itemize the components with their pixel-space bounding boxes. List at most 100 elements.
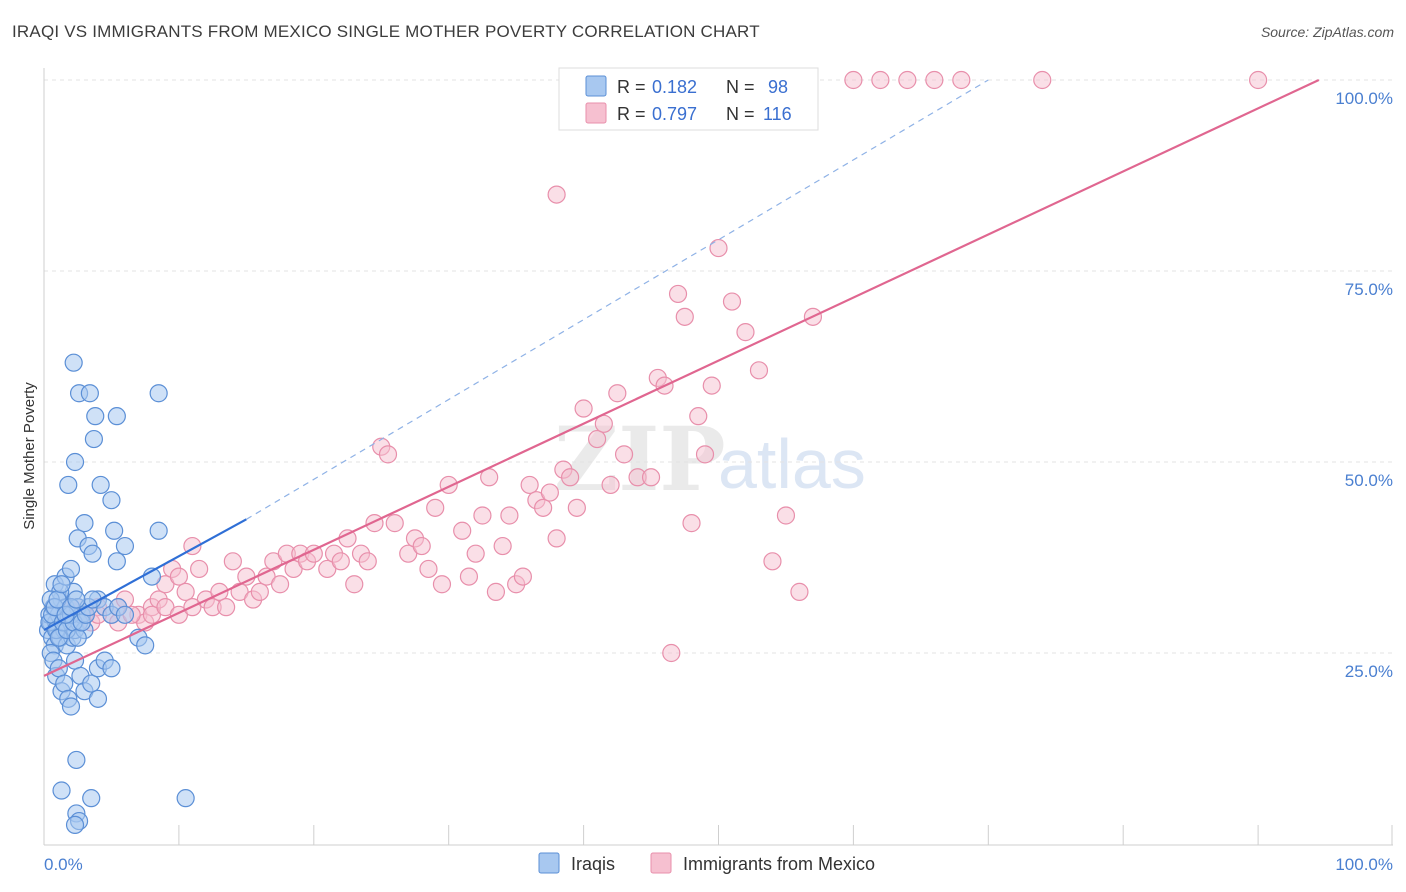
- iraqis-point-44: [83, 544, 102, 563]
- mexico-point-91: [722, 292, 742, 311]
- iraqis-point-52: [84, 429, 104, 449]
- mexico-point-108: [1248, 70, 1268, 90]
- iraqis-point-55: [102, 491, 121, 510]
- iraqis-point-76: [65, 815, 85, 835]
- mexico-point-87: [689, 407, 708, 426]
- mexico-point-28: [250, 582, 269, 601]
- mexico-point-89: [702, 376, 721, 395]
- mexico-point-105: [925, 70, 944, 90]
- iraqis-point-42: [75, 514, 94, 533]
- legend-r-value-1: 0.182: [652, 77, 697, 97]
- iraqis-point-69: [102, 659, 121, 678]
- mexico-point-58: [473, 506, 492, 525]
- mexico-point-19: [190, 559, 209, 579]
- mexico-point-48: [399, 544, 418, 563]
- mexico-point-107: [1033, 70, 1052, 90]
- mexico-point-76: [601, 475, 620, 495]
- iraqis-point-45: [91, 475, 110, 495]
- iraqis-point-67: [136, 636, 155, 655]
- y-axis-title: Single Mother Poverty: [21, 382, 38, 530]
- mexico-point-23: [217, 598, 236, 617]
- mexico-point-103: [871, 70, 890, 90]
- mexico-point-56: [459, 567, 479, 586]
- mexico-point-67: [534, 498, 553, 517]
- mexico-point-65: [520, 475, 539, 495]
- mexico-point-50: [412, 536, 431, 556]
- x-tick-label-max: 100.0%: [1335, 855, 1393, 874]
- mexico-point-64: [513, 567, 532, 586]
- series-immigrants-from-mexico: [48, 70, 1268, 663]
- mexico-point-83: [662, 643, 681, 663]
- iraqis-point-71: [52, 781, 71, 800]
- mexico-point-31: [270, 575, 290, 594]
- chart-title: IRAQI VS IMMIGRANTS FROM MEXICO SINGLE M…: [12, 22, 760, 41]
- iraqis-point-73: [82, 789, 101, 808]
- legend-r-value-2: 0.797: [652, 104, 697, 124]
- mexico-point-53: [432, 575, 452, 594]
- mexico-point-16: [169, 567, 188, 586]
- mexico-point-69: [547, 529, 566, 548]
- bottom-legend-swatch-iraqis: [538, 852, 560, 874]
- iraqis-point-40: [61, 559, 81, 579]
- mexico-point-61: [493, 536, 512, 556]
- mexico-point-68: [540, 483, 559, 502]
- mexico-point-62: [500, 506, 519, 525]
- mexico-point-88: [695, 445, 715, 464]
- mexico-point-60: [486, 582, 506, 601]
- mexico-point-39: [331, 552, 350, 571]
- mexico-point-52: [426, 498, 445, 517]
- mexico-point-104: [898, 70, 917, 90]
- mexico-point-71: [561, 468, 580, 487]
- legend-swatch-iraqis: [585, 75, 607, 97]
- iraqis-point-70: [88, 689, 108, 708]
- mexico-point-37: [318, 559, 337, 579]
- legend-n-value-1: 98: [768, 77, 788, 97]
- mexico-point-86: [682, 514, 701, 533]
- bottom-legend-swatch-mexico: [650, 852, 672, 874]
- iraqis-trend-extrapolated: [246, 79, 989, 520]
- iraqis-point-51: [86, 407, 105, 426]
- iraqis-point-50: [80, 384, 99, 403]
- mexico-point-78: [614, 445, 634, 464]
- y-tick-label-75: 75.0%: [1345, 280, 1393, 299]
- mexico-point-106: [952, 70, 971, 90]
- mexico-point-24: [223, 552, 242, 571]
- iraqis-point-46: [65, 452, 85, 472]
- mexico-point-98: [547, 185, 566, 204]
- iraqis-point-29: [55, 674, 74, 693]
- mexico-point-17: [176, 582, 195, 601]
- mexico-point-90: [709, 238, 728, 258]
- mexico-point-74: [587, 429, 607, 449]
- series-legend: Iraqis Immigrants from Mexico: [538, 852, 875, 874]
- x-tick-label-min: 0.0%: [44, 855, 83, 874]
- legend-r-label-1: R =: [617, 77, 646, 97]
- mexico-point-102: [844, 70, 863, 90]
- mexico-point-84: [668, 284, 688, 304]
- iraqis-point-60: [149, 521, 168, 540]
- mexico-point-80: [641, 468, 661, 487]
- mexico-trend-line: [43, 79, 1320, 677]
- iraqis-trend-line: [43, 518, 247, 632]
- iraqis-point-86: [68, 628, 87, 647]
- source-label: Source: ZipAtlas.com: [1260, 24, 1394, 40]
- mexico-point-114: [142, 605, 162, 624]
- mexico-point-72: [567, 498, 586, 517]
- trend-lines: [43, 79, 1320, 677]
- iraqis-point-54: [149, 384, 168, 403]
- mexico-point-55: [453, 521, 472, 540]
- legend-n-value-2: 116: [763, 104, 792, 124]
- iraqis-point-65: [115, 605, 135, 624]
- mexico-point-77: [608, 384, 627, 403]
- legend-n-label-2: N =: [726, 104, 755, 124]
- y-tick-label-50: 50.0%: [1345, 471, 1393, 490]
- series-iraqis: [38, 353, 195, 835]
- iraqis-point-35: [82, 674, 101, 693]
- iraqis-point-94: [52, 575, 71, 594]
- mexico-point-95: [776, 506, 796, 525]
- y-tick-label-25: 25.0%: [1345, 662, 1393, 681]
- mexico-point-96: [790, 582, 809, 601]
- legend-swatch-mexico: [585, 102, 607, 124]
- x-ticks: [178, 825, 1393, 845]
- iraqis-point-58: [115, 536, 135, 556]
